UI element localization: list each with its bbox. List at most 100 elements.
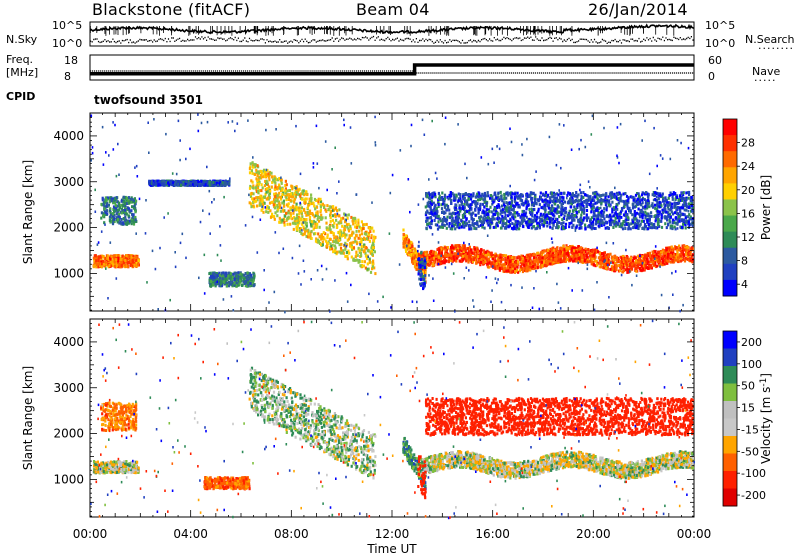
power-panel-cell (151, 181, 154, 185)
power-panel-cell (636, 265, 639, 269)
power-panel-cell (125, 196, 129, 200)
power-panel-cell (334, 207, 337, 211)
power-panel-cell (281, 193, 284, 196)
power-panel-cell (276, 196, 279, 200)
nsky-tick-top: 10^5 (52, 19, 82, 32)
power-panel-cell (360, 220, 363, 224)
power-panel-cell (524, 211, 528, 215)
power-panel-cell (655, 253, 658, 257)
power-panel-cell (372, 239, 376, 243)
power-panel-cell (287, 197, 290, 201)
power-panel-cell (664, 258, 667, 262)
power-panel-cell (586, 260, 589, 264)
power-panel-cell (118, 204, 121, 208)
power-panel-cell (647, 264, 650, 268)
power-panel-cell (469, 255, 472, 259)
power-panel-cell (204, 180, 207, 184)
power-panel-cell (469, 212, 472, 216)
power-panel-cell (448, 222, 451, 225)
power-panel-cell (426, 262, 429, 266)
power-panel-cell (92, 256, 95, 260)
power-panel-cell (263, 201, 266, 205)
power-panel-cell (521, 270, 525, 274)
power-panel-cell (212, 283, 215, 287)
power-panel-cell (550, 252, 553, 256)
power-panel-cell (230, 272, 233, 276)
power-panel-cell (208, 278, 211, 282)
power-panel-cell (639, 222, 642, 226)
power-panel-cell (104, 211, 107, 214)
power-panel-cell (102, 214, 105, 218)
power-panel-cell (449, 196, 452, 200)
power-panel-cell (102, 212, 105, 216)
power-panel-cell (345, 251, 348, 254)
power-panel-cell (367, 236, 370, 240)
power-panel-cell (314, 214, 317, 218)
power-panel-cell (128, 219, 131, 223)
power-panel-cell (688, 258, 691, 262)
power-panel-cell (110, 199, 113, 203)
power-panel-cell (267, 175, 270, 179)
power-panel-cell (424, 252, 427, 256)
power-panel-cell (602, 213, 605, 217)
power-panel-cell (342, 216, 345, 220)
power-panel-cell (613, 269, 616, 273)
power-panel-cell (646, 257, 649, 261)
nsearch-label: N.Search (745, 33, 795, 46)
power-panel-cell (122, 217, 125, 221)
power-panel-cell (486, 249, 489, 253)
power-panel-cell (287, 209, 290, 213)
power-panel-cell (347, 227, 350, 231)
power-panel-cell (506, 256, 510, 259)
power-panel-cell (368, 227, 371, 231)
power-panel-cell (459, 197, 462, 200)
power-panel-cell (349, 227, 352, 231)
nsky-series-line (89, 23, 695, 35)
power-panel-cell (460, 259, 463, 263)
power-panel-cell (544, 256, 547, 260)
power-panel-cell (653, 255, 656, 258)
power-panel-cell (412, 259, 415, 263)
power-panel-cell (346, 254, 349, 258)
power-panel-cell (534, 256, 538, 260)
power-panel-cell (332, 240, 336, 244)
power-panel-cell (303, 201, 306, 204)
power-panel-cell (421, 270, 424, 274)
power-panel-cell (402, 232, 405, 236)
power-panel-cell (636, 261, 639, 265)
power-panel-cell (345, 213, 348, 217)
power-panel-cell (220, 284, 223, 288)
power-panel-cell (669, 254, 672, 258)
power-panel-cell (227, 271, 230, 275)
power-panel-cell (100, 211, 103, 215)
power-panel-cell (475, 261, 478, 265)
power-panel-cell (372, 259, 375, 263)
power-panel-cell (294, 207, 297, 211)
power-panel-cell (132, 200, 135, 204)
power-panel-cell (134, 208, 137, 212)
power-panel-cell (305, 213, 308, 217)
power-panel-cell (332, 250, 335, 254)
power-panel-cell (258, 196, 261, 199)
power-panel-cell (367, 267, 370, 271)
power-panel-cell (327, 208, 330, 211)
power-panel-cell (128, 259, 132, 263)
power-panel-cell (489, 255, 492, 259)
station-title: Blackstone (fitACF) (92, 0, 251, 19)
power-panel-cell (315, 205, 319, 209)
power-panel-cell (498, 260, 501, 264)
power-panel-cell (618, 259, 621, 263)
power-panel-cell (530, 199, 533, 203)
power-panel-cell (131, 258, 134, 262)
power-panel-cell (243, 273, 246, 277)
power-panel-cell (320, 243, 323, 247)
power-panel-cell (300, 232, 303, 235)
power-panel-cell (404, 240, 407, 243)
power-panel-cell (125, 256, 129, 260)
power-panel-cell (278, 206, 281, 210)
power-panel-cell (313, 204, 316, 208)
power-panel-cell (295, 202, 298, 206)
power-panel-cell (438, 194, 441, 198)
power-panel-cell (289, 198, 292, 202)
power-panel-cell (671, 259, 674, 263)
